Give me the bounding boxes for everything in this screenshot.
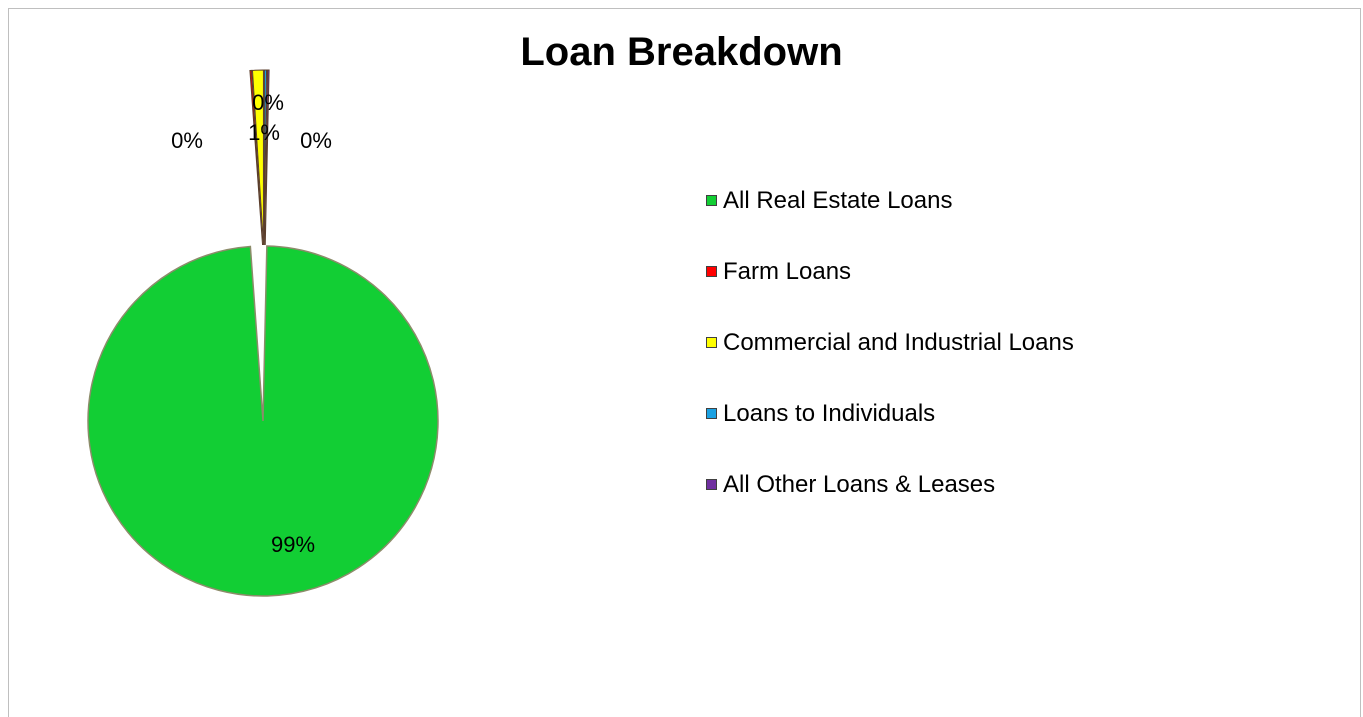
legend-item-individuals: Loans to Individuals — [706, 396, 1074, 467]
legend-swatch-farm — [706, 266, 717, 277]
pie-slice-real-estate — [88, 246, 438, 596]
legend-item-farm: Farm Loans — [706, 254, 1074, 325]
data-label-individuals: 0% — [252, 90, 284, 115]
legend-label: All Real Estate Loans — [723, 183, 952, 219]
data-label-real-estate: 99% — [271, 532, 315, 557]
data-label-farm: 0% — [171, 128, 203, 153]
pie-slices — [88, 70, 438, 596]
legend-item-commercial: Commercial and Industrial Loans — [706, 325, 1074, 396]
data-label-other: 0% — [300, 128, 332, 153]
legend-label: Farm Loans — [723, 254, 851, 290]
legend-item-other: All Other Loans & Leases — [706, 467, 1074, 538]
data-label-commercial: 1% — [248, 120, 280, 145]
legend-swatch-real-estate — [706, 195, 717, 206]
legend-swatch-commercial — [706, 337, 717, 348]
legend-swatch-other — [706, 479, 717, 490]
legend-item-real-estate: All Real Estate Loans — [706, 183, 1074, 254]
legend-label: All Other Loans & Leases — [723, 467, 995, 503]
legend-label: Commercial and Industrial Loans — [723, 325, 1074, 361]
legend-swatch-individuals — [706, 408, 717, 419]
legend: All Real Estate Loans Farm Loans Commerc… — [706, 183, 1074, 538]
legend-label: Loans to Individuals — [723, 396, 935, 432]
